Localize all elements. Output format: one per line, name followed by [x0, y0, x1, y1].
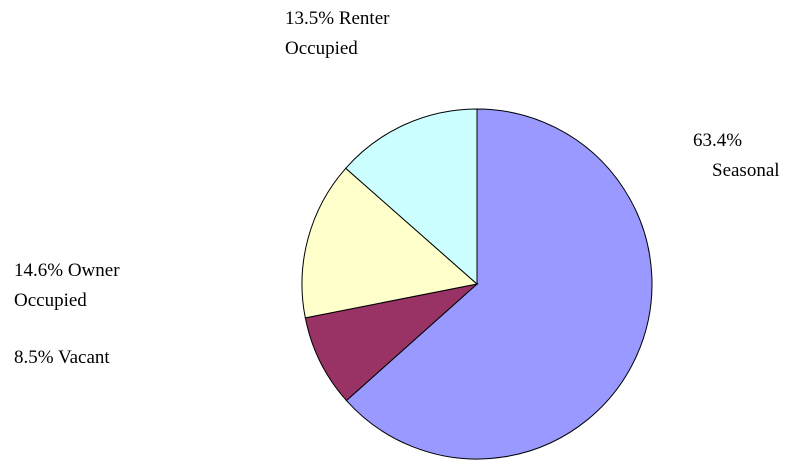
- category-label: Renter Occupied: [285, 8, 390, 59]
- slice-label: 13.5% Renter Occupied: [285, 4, 425, 64]
- pie-slice: [345, 108, 653, 460]
- value-label: 8.5%: [14, 347, 54, 368]
- pie-slice: [301, 167, 479, 319]
- slice-label: 8.5% Vacant: [14, 343, 214, 373]
- category-label: Vacant: [58, 347, 110, 368]
- value-label: 63.4%: [693, 130, 743, 151]
- slice-label: 63.4% Seasonal: [693, 126, 808, 186]
- value-label: 14.6%: [14, 260, 64, 281]
- category-label: Owner Occupied: [14, 260, 120, 311]
- pie-slice: [345, 108, 478, 286]
- pie-slice: [304, 283, 479, 402]
- slice-label: 14.6% Owner Occupied: [14, 256, 164, 316]
- category-label: Seasonal: [712, 160, 780, 181]
- value-label: 13.5%: [285, 8, 335, 29]
